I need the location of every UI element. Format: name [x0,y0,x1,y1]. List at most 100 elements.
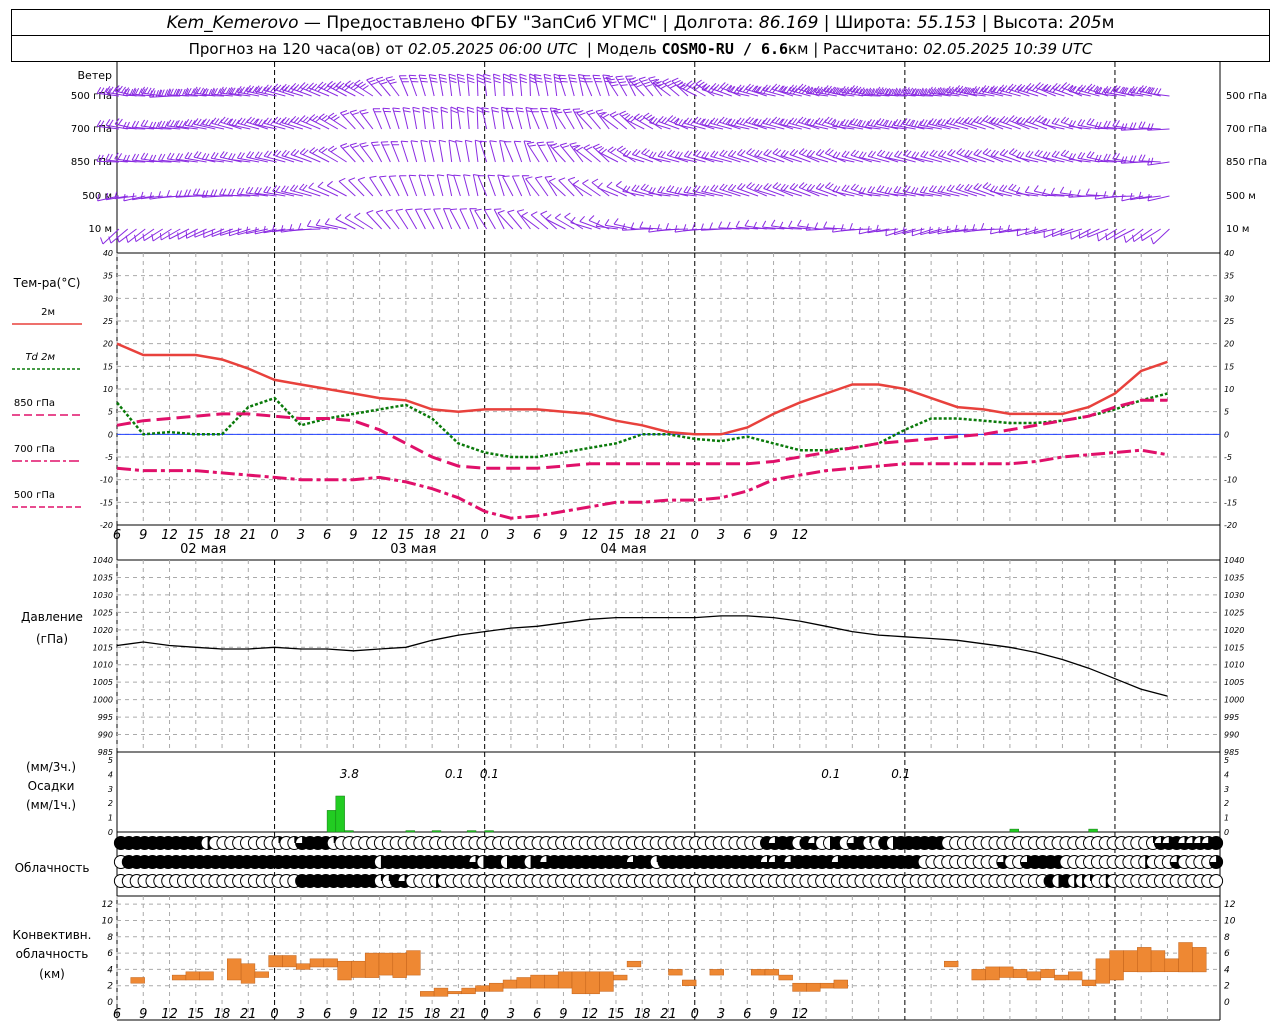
wind-barb [701,83,724,97]
convective-cloud-bar [778,974,793,981]
x-tick-label-bottom: 6 [113,1007,121,1022]
wind-barb [595,220,619,230]
wind-barb [946,184,969,197]
temp-tick-label-right: 25 [1224,317,1234,326]
wind-barb [530,211,549,230]
wind-level-label: 500 гПа [71,91,112,102]
wind-barb [464,139,473,163]
wind-barb [392,107,401,130]
convective-cloud-bar [1150,950,1166,973]
wind-barb [762,84,785,97]
wind-barb [526,141,540,163]
wind-barb [201,153,225,163]
wind-barb [426,174,435,197]
wind-barb [964,116,986,130]
wind-barb [175,88,198,97]
wind-barb [1094,121,1117,130]
wind-barb [1008,115,1030,130]
conv-tick-label-right: 4 [1224,965,1230,975]
convective-cloud-bar [282,955,297,968]
precip-sum-label: 0.1 [821,767,840,781]
x-tick-label-bottom: 18 [214,1007,231,1022]
x-tick-label-bottom: 9 [349,1007,357,1022]
wind-barb [519,73,528,97]
pressure-tick-label-right: 1005 [1224,678,1244,687]
temp-tick-label-right: 20 [1224,340,1234,349]
convective-cloud-bar [585,971,600,995]
wind-barb [832,151,855,163]
pressure-tick-label: 1040 [93,556,113,565]
wind-barb [780,183,802,197]
wind-barb [116,228,137,243]
wind-barb [937,149,960,163]
lon-label: Долгота: [673,12,754,33]
pressure-tick-label: 1005 [93,678,113,687]
wind-barb [832,120,855,130]
convective-cloud-bar [1054,974,1069,981]
temp-series-line [116,342,1168,436]
wind-barb [894,150,916,163]
wind-barb [487,174,496,197]
conv-panel-label-2: облачность [16,947,89,961]
precip-tick-label: 4 [108,770,113,779]
wind-barb [388,175,400,197]
wind-barb [1008,83,1030,97]
wind-barb [184,119,207,130]
model-label: Модель [596,39,657,58]
wind-barb [1025,150,1048,163]
temp-tick-label: 25 [103,317,113,326]
wind-barb [558,74,568,97]
wind-barb [893,227,916,236]
temp-legend-label: 500 гПа [14,490,55,501]
x-tick-label-bottom: 18 [424,1007,441,1022]
convective-cloud-bar [1178,942,1193,973]
precip-bar [431,830,442,833]
wind-barb [134,228,155,243]
wind-barb [418,174,426,197]
wind-barb [263,117,286,130]
wind-barb [450,106,458,130]
wind-barb [1086,83,1109,97]
wind-barb [366,210,382,230]
convective-cloud-bar [1026,971,1042,981]
wind-barb [780,149,802,163]
wind-barb [710,150,732,163]
wind-barb [1052,228,1074,237]
convective-cloud-bar [185,971,200,981]
wind-barb [615,75,628,97]
wind-barb [228,118,251,130]
x-tick-label-top: 6 [743,528,751,543]
wind-barb [281,83,303,97]
wind-barb [420,140,428,163]
convective-cloud-bar [682,979,697,986]
pressure-panel-label: Давление [21,610,83,624]
conv-unit-label: (км) [39,967,65,981]
wind-barb [1105,228,1126,241]
wind-barb [579,215,601,230]
wind-barb [521,211,540,230]
wind-barb [290,148,312,163]
precip-tick-label: 2 [108,799,113,808]
wind-barb [798,182,820,197]
wind-barb [168,228,190,240]
wind-barb [536,141,549,163]
conv-tick-label-right: 2 [1224,982,1230,992]
wind-barb [628,77,645,97]
convective-cloud-bar [130,977,145,984]
wind-barb [806,149,829,163]
date-label: 03 мая [390,542,436,557]
wind-barb [281,149,303,163]
wind-barb [973,115,995,130]
conv-tick-label: 6 [107,949,113,959]
wind-barb [671,77,689,97]
wind-barb [1113,228,1135,240]
wind-barb [193,86,216,97]
precip-tick-label: 5 [108,756,113,765]
wind-barb [771,116,794,130]
wind-barb [902,226,925,235]
wind-barb [955,116,978,130]
wind-barb [972,86,995,97]
pressure-tick-label: 1030 [93,591,113,600]
wind-barb [166,119,190,130]
temp-tick-label: 5 [108,408,113,417]
